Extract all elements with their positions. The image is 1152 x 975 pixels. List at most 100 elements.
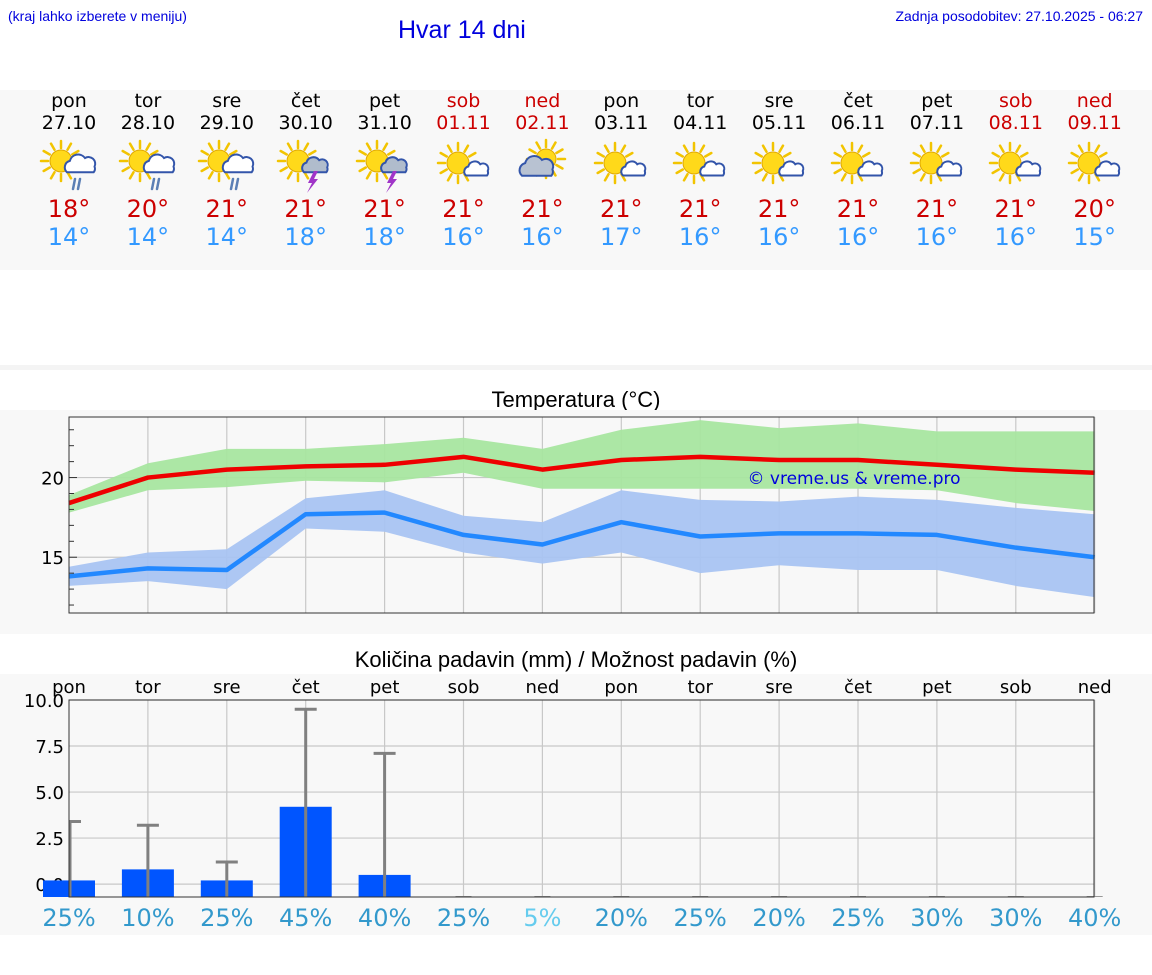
min-temp-label: 15° bbox=[1073, 223, 1116, 251]
day-date-label: 27.10 bbox=[41, 112, 97, 134]
sun-cloud-thunder-icon bbox=[353, 137, 417, 197]
max-temp-label: 21° bbox=[284, 195, 327, 223]
day-date-label: 05.11 bbox=[751, 112, 807, 134]
max-temp-label: 21° bbox=[915, 195, 959, 223]
page-title: Hvar 14 dni bbox=[398, 16, 526, 44]
day-column: čet 30.10 21° 18° bbox=[266, 90, 345, 251]
min-temperature-line bbox=[68, 510, 1095, 579]
max-temp-label: 21° bbox=[836, 195, 880, 223]
sun-small-cloud-icon bbox=[1063, 137, 1127, 197]
location-menu-hint: (kraj lahko izberete v meniju) bbox=[8, 8, 187, 24]
day-name-label: čet bbox=[843, 90, 873, 112]
min-temp-label: 16° bbox=[757, 223, 801, 251]
day-name-label: pet bbox=[921, 90, 953, 112]
day-name-label: tor bbox=[134, 90, 162, 112]
day-axis-label: ned bbox=[1078, 677, 1112, 698]
cloud-sun-icon bbox=[510, 137, 574, 197]
day-name-label: ned bbox=[524, 90, 561, 112]
day-axis-label: sre bbox=[213, 677, 240, 698]
day-date-label: 07.11 bbox=[909, 112, 965, 134]
sun-small-cloud-icon bbox=[984, 137, 1048, 197]
day-column: sre 05.11 21° 16° bbox=[740, 90, 819, 251]
day-name-label: pet bbox=[368, 90, 401, 112]
max-temp-label: 20° bbox=[1073, 195, 1116, 223]
temperature-chart: 15 20 © vreme.us & vreme.pro bbox=[41, 416, 1096, 614]
min-temp-label: 14° bbox=[47, 223, 91, 251]
day-date-label: 29.10 bbox=[199, 112, 254, 134]
precipitation-probability-label: 5% bbox=[523, 904, 561, 932]
day-column: sob 08.11 21° 16° bbox=[976, 90, 1055, 251]
day-date-label: 09.11 bbox=[1067, 112, 1122, 134]
day-column: sre 29.10 21° 14° bbox=[187, 90, 266, 251]
day-name-label: sob bbox=[999, 90, 1033, 112]
day-name-label: sre bbox=[764, 90, 794, 112]
precipitation-probability-label: 25% bbox=[42, 904, 95, 932]
sun-cloud-rain-icon bbox=[116, 137, 180, 197]
precipitation-probability-label: 20% bbox=[752, 904, 805, 932]
day-date-label: 01.11 bbox=[436, 112, 491, 134]
day-date-label: 04.11 bbox=[672, 112, 728, 134]
day-name-label: čet bbox=[290, 90, 321, 112]
precipitation-probability-label: 25% bbox=[831, 904, 884, 932]
daily-forecast-strip: pon 27.10 18° 14° tor 28.10 20° 14° sre 29.10 21° 1… bbox=[0, 90, 1152, 270]
day-column: pet 07.11 21° 16° bbox=[897, 90, 976, 251]
sun-small-cloud-icon bbox=[826, 137, 890, 197]
max-temp-label: 20° bbox=[126, 195, 170, 223]
day-column: pet 31.10 21° 18° bbox=[345, 90, 424, 251]
day-axis-label: pet bbox=[370, 677, 400, 698]
watermark-label: © vreme.us & vreme.pro bbox=[747, 469, 960, 489]
day-date-label: 03.11 bbox=[594, 112, 649, 134]
plot-area bbox=[69, 700, 1094, 897]
precipitation-chart-title: Količina padavin (mm) / Možnost padavin … bbox=[354, 647, 798, 672]
y-tick-label: 5.0 bbox=[35, 783, 64, 804]
day-name-label: ned bbox=[1076, 90, 1113, 112]
min-temp-label: 17° bbox=[600, 223, 643, 251]
day-column: pon 03.11 21° 17° bbox=[582, 90, 661, 251]
sun-small-cloud-icon bbox=[432, 137, 496, 197]
min-temperature-range-band bbox=[69, 490, 1095, 598]
plot-frame bbox=[68, 699, 1095, 898]
y-tick-label: 10.0 bbox=[24, 691, 64, 712]
day-name-label: pon bbox=[51, 90, 87, 112]
last-update-label: Zadnja posodobitev: 27.10.2025 - 06:27 bbox=[895, 8, 1143, 24]
min-temp-label: 14° bbox=[126, 223, 170, 251]
sun-small-cloud-icon bbox=[747, 137, 811, 197]
sun-small-cloud-icon bbox=[589, 137, 653, 197]
day-column: sob 01.11 21° 16° bbox=[424, 90, 503, 251]
max-temp-label: 18° bbox=[47, 195, 91, 223]
y-tick-label: 7.5 bbox=[35, 737, 64, 758]
max-temperature-line bbox=[68, 454, 1095, 506]
day-date-label: 31.10 bbox=[357, 112, 412, 134]
precipitation-probability-label: 20% bbox=[595, 904, 648, 932]
day-date-label: 30.10 bbox=[278, 112, 333, 134]
day-column: ned 02.11 21° 16° bbox=[503, 90, 582, 251]
day-column: ned 09.11 20° 15° bbox=[1055, 90, 1134, 251]
y-tick-label: 15 bbox=[41, 548, 64, 569]
day-column: čet 06.11 21° 16° bbox=[819, 90, 898, 251]
sun-small-cloud-icon bbox=[668, 137, 732, 197]
day-column: tor 04.11 21° 16° bbox=[661, 90, 740, 251]
max-temp-label: 21° bbox=[205, 195, 249, 223]
min-temp-label: 16° bbox=[994, 223, 1038, 251]
max-temp-label: 21° bbox=[363, 195, 406, 223]
day-date-label: 28.10 bbox=[120, 112, 176, 134]
day-axis-label: pon bbox=[52, 677, 86, 698]
day-axis-label: čet bbox=[844, 677, 872, 698]
y-tick-label: 2.5 bbox=[35, 829, 64, 850]
sun-cloud-thunder-icon bbox=[274, 137, 338, 197]
min-temp-label: 18° bbox=[363, 223, 406, 251]
max-temp-label: 21° bbox=[757, 195, 801, 223]
day-date-label: 02.11 bbox=[515, 112, 570, 134]
day-name-label: sre bbox=[212, 90, 242, 112]
precipitation-probability-label: 25% bbox=[200, 904, 253, 932]
max-temp-label: 21° bbox=[521, 195, 564, 223]
day-column: tor 28.10 20° 14° bbox=[108, 90, 187, 251]
day-axis-label: sob bbox=[1000, 677, 1032, 698]
min-temp-label: 18° bbox=[284, 223, 327, 251]
day-axis-label: pet bbox=[922, 677, 952, 698]
day-axis-label: ned bbox=[525, 677, 559, 698]
forecast-strip-background bbox=[0, 90, 1152, 270]
precipitation-chart: 0.02.55.07.510.0pontorsrečetpetsobnedpon… bbox=[24, 677, 1121, 932]
precipitation-probability-label: 30% bbox=[989, 904, 1042, 932]
y-tick-label: 20 bbox=[41, 469, 64, 490]
